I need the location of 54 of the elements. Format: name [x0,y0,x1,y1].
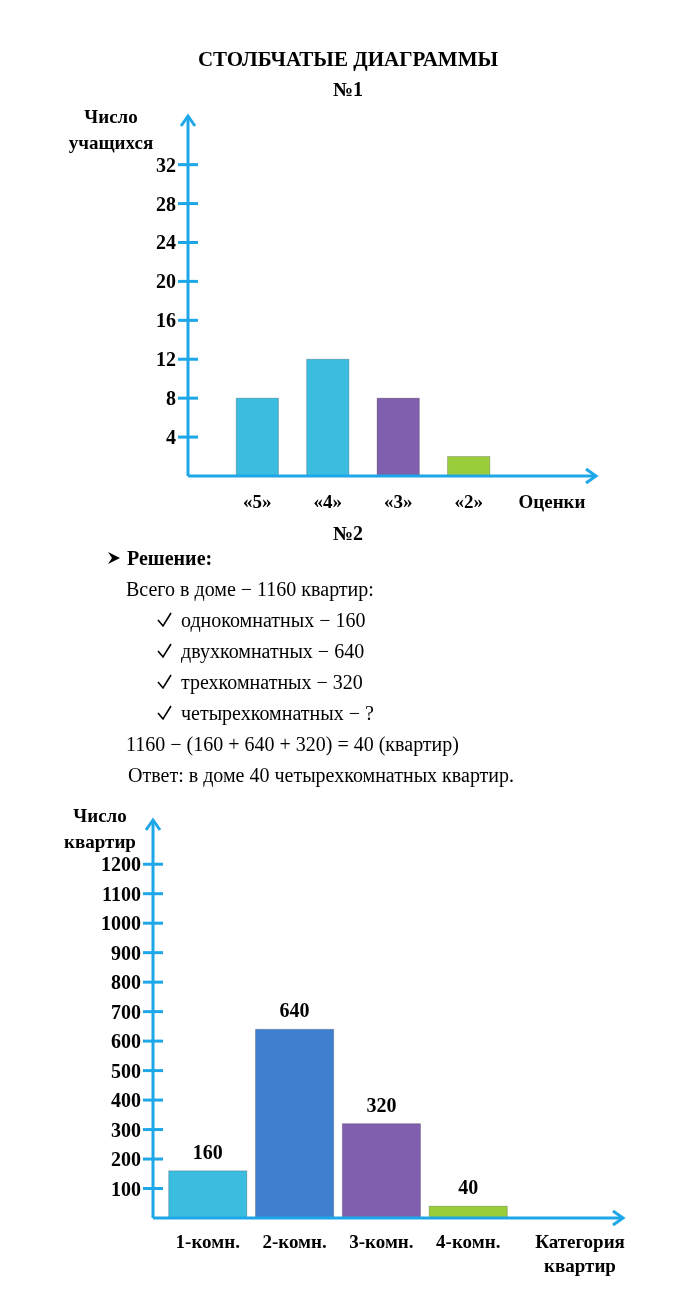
y-tick-label: 900 [111,941,141,964]
chart-subtitle: №1 [332,78,364,100]
data-label: 40 [458,1176,479,1199]
x-tick-label: 2-комн. [262,1231,327,1252]
text: 1160 − (160 + 640 + 320) = 40 (квартир) [126,733,459,756]
y-tick-label: 300 [111,1118,141,1141]
y-tick-label: 1100 [102,882,141,905]
text: однокомнатных − 160 [181,609,366,632]
x-tick-label: «5» [243,491,272,512]
bar [255,1028,335,1219]
bar [306,358,350,477]
x-tick-label: «4» [313,491,343,512]
text: четырехкомнатных − ? [181,702,374,725]
y-tick-label: 500 [111,1059,141,1082]
y-tick-label: 800 [111,971,141,994]
x-tick-label: «3» [383,491,413,512]
y-tick-label: 1000 [101,912,141,935]
y-tick-label: 200 [111,1148,141,1171]
bar [168,1170,248,1219]
x-axis-title: Категория квартир [535,1231,625,1276]
bar [341,1123,421,1219]
text: трехкомнатных − 320 [181,671,363,694]
bar [447,456,491,477]
data-label: 640 [279,999,310,1022]
y-tick-label: 1200 [101,853,141,876]
chart-title: №2 [332,522,364,544]
data-label: 320 [366,1093,397,1116]
x-tick-label: 4-комн. [436,1231,501,1252]
y-tick-label: 28 [156,192,176,215]
x-axis-title: Оценки [518,491,586,512]
y-axis-title: Число учащихся [68,106,154,153]
y-tick-label: 16 [156,309,176,332]
text: Решение: [127,547,213,569]
y-tick-label: 12 [156,348,176,371]
bar [235,397,279,477]
y-tick-label: 100 [111,1177,141,1200]
y-tick-label: 8 [166,387,176,410]
chart-title: СТОЛБЧАТЫЕ ДИАГРАММЫ [197,47,499,71]
bar [376,397,420,477]
text: двухкомнатных − 640 [181,640,365,663]
y-tick-label: 32 [156,153,176,176]
data-label: 160 [192,1140,223,1163]
y-tick-label: 700 [111,1000,141,1023]
y-tick-label: 600 [111,1030,141,1053]
text: Ответ: в доме 40 четырехкомнатных квартир. [128,764,515,787]
y-tick-label: 24 [156,231,176,254]
x-tick-label: 1-комн. [175,1231,240,1252]
x-tick-label: «2» [454,491,483,512]
text: Всего в доме − 1160 квартир: [126,578,374,601]
y-tick-label: 4 [166,426,176,449]
y-tick-label: 400 [111,1089,141,1112]
x-tick-label: 3-комн. [349,1231,414,1252]
y-axis-title: Число квартир [64,805,136,852]
y-tick-label: 20 [156,270,176,293]
